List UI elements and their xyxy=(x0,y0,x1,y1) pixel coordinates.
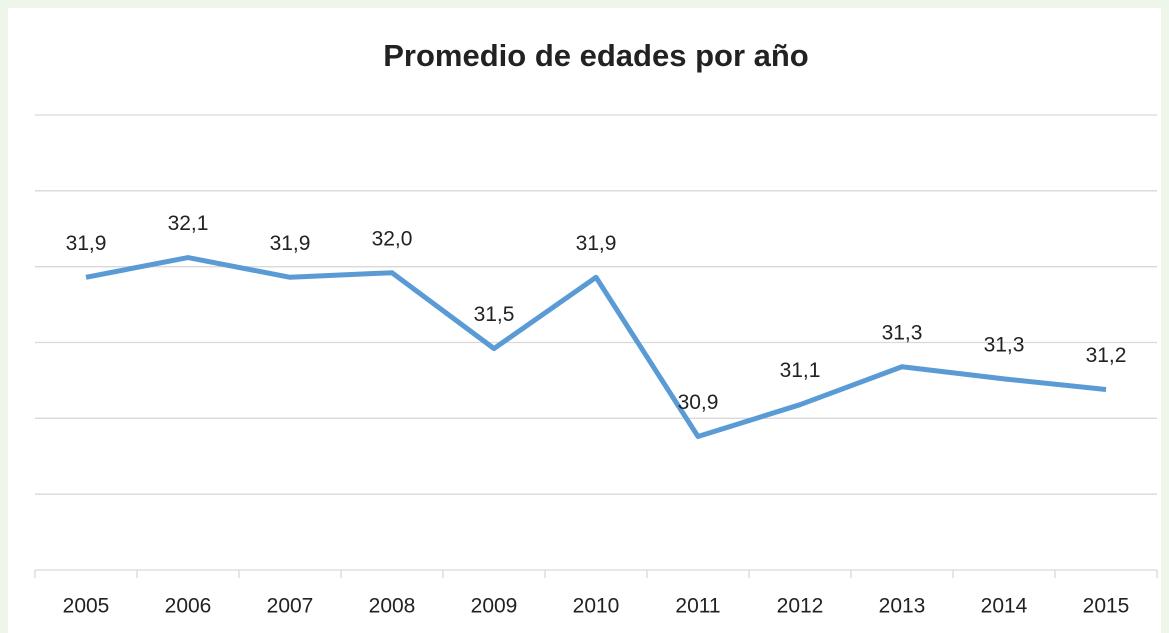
x-tick-label: 2006 xyxy=(165,595,212,618)
x-tick-label: 2005 xyxy=(63,595,110,618)
data-label: 31,2 xyxy=(1086,344,1127,367)
x-tick-label: 2011 xyxy=(675,595,720,618)
data-label: 31,9 xyxy=(66,232,107,255)
x-tick-label: 2012 xyxy=(777,595,824,618)
data-label: 31,5 xyxy=(474,303,515,326)
x-tick-label: 2008 xyxy=(369,595,416,618)
chart-title: Promedio de edades por año xyxy=(383,38,808,73)
x-tick-label: 2015 xyxy=(1083,595,1130,618)
x-tick-label: 2010 xyxy=(573,595,620,618)
x-tick-label: 2009 xyxy=(471,595,518,618)
line xyxy=(85,255,1107,440)
data-label: 31,3 xyxy=(984,333,1025,356)
data-label: 30,9 xyxy=(678,391,719,414)
data-label: 31,9 xyxy=(576,232,617,255)
data-label: 32,1 xyxy=(168,212,209,235)
data-label: 31,9 xyxy=(270,232,311,255)
data-label: 31,3 xyxy=(882,321,923,344)
x-tick-label: 2007 xyxy=(267,595,314,618)
data-label: 31,1 xyxy=(780,359,821,382)
x-tick-label: 2014 xyxy=(981,595,1028,618)
data-label: 32,0 xyxy=(372,227,413,250)
chart-area xyxy=(8,8,1161,633)
x-tick-label: 2013 xyxy=(879,595,926,618)
